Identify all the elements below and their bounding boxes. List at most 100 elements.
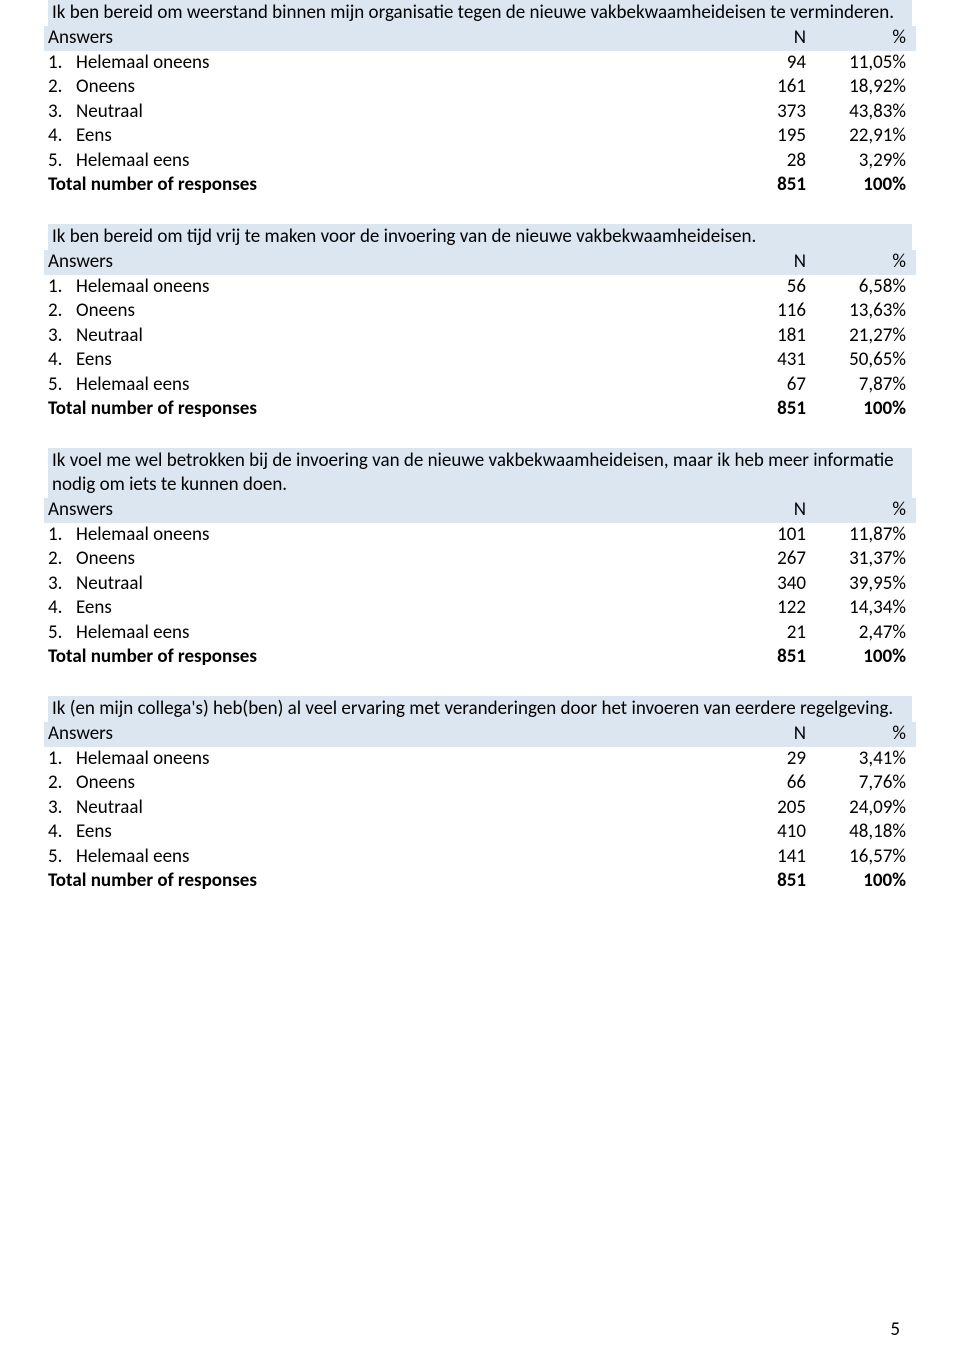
row-n: 21 [732,621,812,645]
answers-header: Answers [48,498,732,522]
row-label: Oneens [76,547,732,571]
row-pct: 48,18% [812,820,912,844]
row-num: 4. [48,820,76,844]
row-n: 67 [732,373,812,397]
row-num: 3. [48,572,76,596]
total-label: Total number of responses [48,869,732,893]
row-num: 2. [48,75,76,99]
row-n: 122 [732,596,812,620]
table-header-row: Answers N % [44,26,916,51]
total-pct: 100% [812,645,912,669]
pct-header: % [812,250,912,274]
table-header-row: Answers N % [44,498,916,523]
question-title: Ik (en mijn collega's) heb(ben) al veel … [48,696,912,722]
question-block: Ik ben bereid om weerstand binnen mijn o… [48,0,912,198]
table-row: 2.Oneens11613,63% [48,299,912,324]
row-n: 181 [732,324,812,348]
row-num: 1. [48,747,76,771]
row-n: 94 [732,51,812,75]
row-pct: 22,91% [812,124,912,148]
row-num: 1. [48,523,76,547]
row-label: Oneens [76,771,732,795]
row-n: 205 [732,796,812,820]
total-n: 851 [732,645,812,669]
answers-header: Answers [48,26,732,50]
table-header-row: Answers N % [44,722,916,747]
row-pct: 11,05% [812,51,912,75]
row-label: Oneens [76,75,732,99]
row-pct: 7,76% [812,771,912,795]
question-block: Ik (en mijn collega's) heb(ben) al veel … [48,696,912,894]
row-label: Neutraal [76,796,732,820]
row-pct: 21,27% [812,324,912,348]
row-num: 2. [48,771,76,795]
row-pct: 7,87% [812,373,912,397]
row-label: Helemaal oneens [76,275,732,299]
row-label: Eens [76,596,732,620]
row-n: 431 [732,348,812,372]
row-n: 116 [732,299,812,323]
total-pct: 100% [812,397,912,421]
table-row: 3.Neutraal18121,27% [48,324,912,349]
row-pct: 43,83% [812,100,912,124]
row-pct: 6,58% [812,275,912,299]
total-row: Total number of responses851100% [48,173,912,198]
table-row: 1.Helemaal oneens566,58% [48,275,912,300]
table-row: 5.Helemaal eens14116,57% [48,845,912,870]
row-num: 4. [48,348,76,372]
table-row: 5.Helemaal eens212,47% [48,621,912,646]
row-label: Helemaal oneens [76,523,732,547]
row-num: 2. [48,547,76,571]
row-pct: 3,41% [812,747,912,771]
pct-header: % [812,722,912,746]
row-num: 4. [48,596,76,620]
row-label: Neutraal [76,324,732,348]
row-n: 340 [732,572,812,596]
answers-header: Answers [48,250,732,274]
total-row: Total number of responses851100% [48,397,912,422]
total-row: Total number of responses851100% [48,645,912,670]
table-row: 1.Helemaal oneens9411,05% [48,51,912,76]
row-num: 1. [48,51,76,75]
row-pct: 16,57% [812,845,912,869]
row-pct: 24,09% [812,796,912,820]
row-n: 373 [732,100,812,124]
total-n: 851 [732,397,812,421]
row-num: 3. [48,324,76,348]
total-n: 851 [732,869,812,893]
table-row: 5.Helemaal eens677,87% [48,373,912,398]
table-row: 3.Neutraal34039,95% [48,572,912,597]
row-n: 161 [732,75,812,99]
row-pct: 50,65% [812,348,912,372]
row-label: Helemaal oneens [76,51,732,75]
question-title: Ik voel me wel betrokken bij de invoerin… [48,448,912,499]
table-row: 4.Eens12214,34% [48,596,912,621]
row-num: 1. [48,275,76,299]
row-n: 195 [732,124,812,148]
pct-header: % [812,26,912,50]
row-num: 4. [48,124,76,148]
total-row: Total number of responses851100% [48,869,912,894]
row-label: Helemaal eens [76,621,732,645]
row-num: 5. [48,373,76,397]
row-label: Neutraal [76,100,732,124]
table-row: 1.Helemaal oneens293,41% [48,747,912,772]
row-num: 3. [48,796,76,820]
row-n: 141 [732,845,812,869]
row-num: 5. [48,149,76,173]
row-n: 56 [732,275,812,299]
row-pct: 13,63% [812,299,912,323]
row-label: Helemaal oneens [76,747,732,771]
n-header: N [732,26,812,50]
pct-header: % [812,498,912,522]
row-label: Helemaal eens [76,149,732,173]
row-n: 28 [732,149,812,173]
total-label: Total number of responses [48,645,732,669]
row-label: Helemaal eens [76,373,732,397]
total-label: Total number of responses [48,397,732,421]
question-title: Ik ben bereid om weerstand binnen mijn o… [48,0,912,26]
row-pct: 3,29% [812,149,912,173]
page-number: 5 [890,1318,900,1342]
total-pct: 100% [812,869,912,893]
table-row: 5.Helemaal eens283,29% [48,149,912,174]
